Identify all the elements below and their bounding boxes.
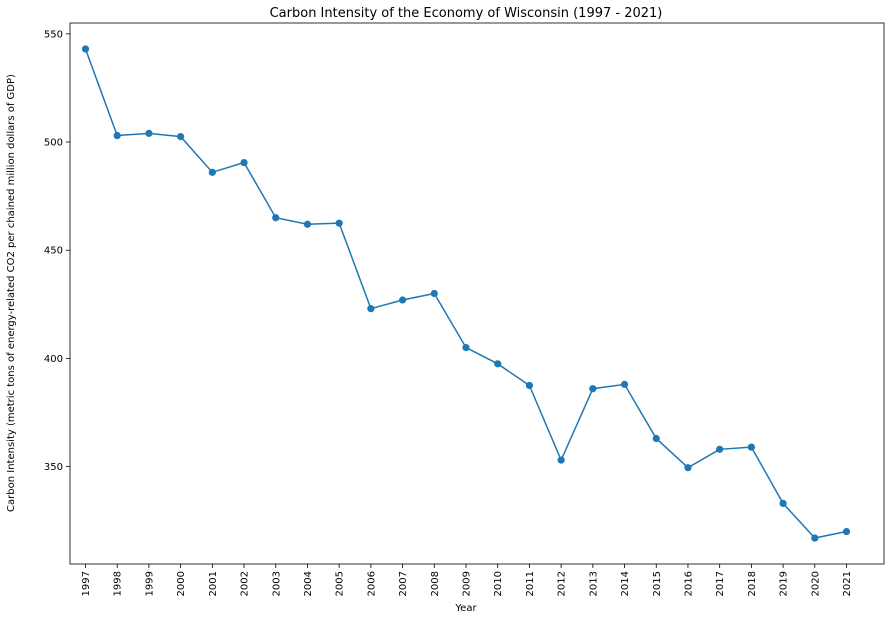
x-tick-label: 2015 bbox=[652, 571, 663, 596]
x-tick-label: 2018 bbox=[747, 571, 758, 596]
x-tick-label: 2017 bbox=[715, 571, 726, 596]
y-tick-label: 500 bbox=[44, 138, 63, 149]
x-axis-label: Year bbox=[454, 603, 477, 614]
x-tick-label: 2002 bbox=[240, 571, 251, 596]
data-point bbox=[716, 445, 724, 453]
x-tick-label: 2014 bbox=[620, 571, 631, 596]
data-point bbox=[367, 305, 375, 313]
data-point bbox=[462, 344, 470, 352]
chart-title: Carbon Intensity of the Economy of Wisco… bbox=[270, 6, 663, 21]
data-point bbox=[684, 464, 692, 472]
data-point bbox=[811, 534, 819, 542]
data-point bbox=[842, 527, 851, 536]
x-tick-label: 1999 bbox=[144, 571, 155, 596]
data-point bbox=[652, 434, 660, 443]
x-tick-label: 2011 bbox=[525, 571, 536, 596]
y-tick-label: 550 bbox=[44, 29, 63, 40]
x-tick-label: 2019 bbox=[779, 571, 790, 596]
x-tick-label: 2016 bbox=[683, 571, 694, 596]
x-tick-label: 2004 bbox=[303, 571, 314, 596]
y-axis: 350 400 450 500 550 bbox=[44, 29, 70, 473]
x-tick-label: 2009 bbox=[462, 571, 473, 596]
y-tick-label: 400 bbox=[44, 354, 63, 365]
data-point bbox=[303, 220, 312, 228]
data-point bbox=[113, 131, 121, 140]
x-tick-label: 2008 bbox=[430, 571, 441, 596]
x-axis: 1997 1998 1999 2000 2001 2002 2003 2004 2005 2006… bbox=[81, 564, 853, 596]
y-tick-label: 450 bbox=[44, 246, 63, 257]
data-point bbox=[430, 289, 438, 298]
data-point bbox=[240, 158, 248, 167]
x-tick-label: 1997 bbox=[81, 571, 92, 596]
x-tick-label: 2010 bbox=[493, 571, 504, 596]
x-tick-label: 2005 bbox=[335, 571, 346, 596]
data-point bbox=[177, 133, 185, 141]
data-point bbox=[589, 385, 597, 393]
x-tick-label: 2007 bbox=[398, 571, 409, 596]
data-point bbox=[335, 219, 343, 227]
y-tick-label: 350 bbox=[44, 462, 63, 473]
x-tick-label: 2003 bbox=[271, 571, 282, 596]
data-point bbox=[272, 214, 280, 222]
data-point bbox=[557, 456, 565, 464]
data-point bbox=[494, 360, 502, 368]
data-point bbox=[145, 129, 153, 137]
data-point bbox=[525, 381, 534, 390]
x-tick-label: 2000 bbox=[176, 571, 187, 596]
x-tick-label: 2021 bbox=[842, 571, 853, 596]
y-axis-label: Carbon Intensity (metric tons of energy-… bbox=[6, 74, 17, 512]
data-point bbox=[208, 168, 216, 176]
series-line bbox=[81, 45, 851, 542]
data-point bbox=[81, 45, 90, 53]
data-point bbox=[620, 380, 629, 388]
data-point bbox=[779, 499, 787, 508]
x-tick-label: 2001 bbox=[208, 571, 219, 596]
data-point bbox=[747, 443, 755, 451]
data-point bbox=[398, 296, 407, 304]
x-tick-label: 1998 bbox=[113, 571, 124, 596]
x-tick-label: 2006 bbox=[366, 571, 377, 596]
x-tick-label: 2012 bbox=[557, 571, 568, 596]
plot-area bbox=[69, 22, 885, 565]
x-tick-label: 2013 bbox=[588, 571, 599, 596]
x-tick-label: 2020 bbox=[810, 571, 821, 596]
